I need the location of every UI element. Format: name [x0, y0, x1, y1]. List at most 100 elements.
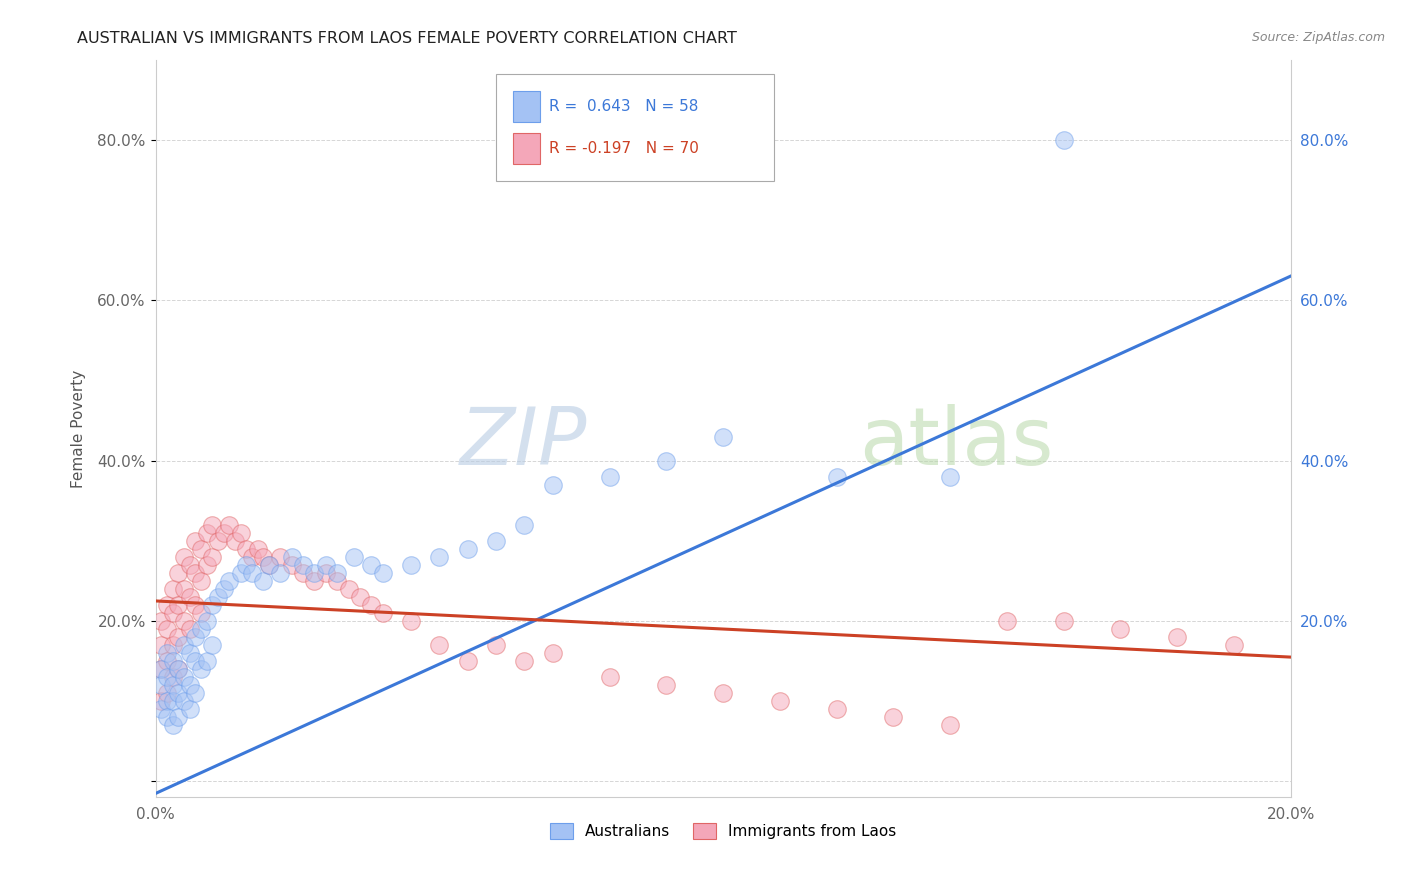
Point — [326, 566, 349, 580]
Point — [599, 670, 621, 684]
Point — [304, 566, 326, 580]
Point — [173, 549, 195, 564]
Point — [541, 477, 564, 491]
Point — [190, 606, 212, 620]
Point — [167, 662, 190, 676]
Point — [269, 549, 291, 564]
Point — [281, 558, 304, 572]
Point — [190, 574, 212, 588]
Point — [156, 686, 179, 700]
Point — [179, 678, 201, 692]
Point — [315, 558, 337, 572]
Point — [711, 686, 734, 700]
Point — [162, 670, 184, 684]
Point — [162, 606, 184, 620]
Point — [167, 710, 190, 724]
Legend: Australians, Immigrants from Laos: Australians, Immigrants from Laos — [544, 817, 903, 845]
Point — [343, 549, 366, 564]
Point — [1166, 630, 1188, 644]
Point — [156, 710, 179, 724]
Point — [218, 517, 240, 532]
Text: atlas: atlas — [859, 404, 1053, 483]
Point — [229, 525, 252, 540]
Point — [315, 566, 337, 580]
Text: R = -0.197   N = 70: R = -0.197 N = 70 — [550, 141, 699, 156]
Point — [1109, 622, 1132, 636]
Point — [882, 710, 904, 724]
Point — [156, 646, 179, 660]
Point — [599, 469, 621, 483]
Point — [292, 558, 315, 572]
Point — [190, 662, 212, 676]
Point — [184, 630, 207, 644]
Point — [240, 566, 263, 580]
Point — [218, 574, 240, 588]
Point — [190, 541, 212, 556]
Point — [229, 566, 252, 580]
Point — [173, 582, 195, 596]
Point — [371, 566, 394, 580]
Point — [195, 614, 218, 628]
Point — [179, 590, 201, 604]
Point — [162, 694, 184, 708]
Point — [150, 638, 173, 652]
Text: AUSTRALIAN VS IMMIGRANTS FROM LAOS FEMALE POVERTY CORRELATION CHART: AUSTRALIAN VS IMMIGRANTS FROM LAOS FEMAL… — [77, 31, 737, 46]
Point — [156, 694, 179, 708]
Point — [173, 638, 195, 652]
Point — [337, 582, 360, 596]
Point — [207, 533, 229, 548]
Point — [235, 558, 257, 572]
Point — [1052, 614, 1074, 628]
Point — [162, 718, 184, 732]
Point — [257, 558, 280, 572]
Point — [167, 598, 190, 612]
Point — [150, 678, 173, 692]
Point — [485, 533, 508, 548]
Point — [212, 582, 235, 596]
Point — [179, 702, 201, 716]
Point — [184, 654, 207, 668]
Point — [360, 598, 382, 612]
Point — [173, 694, 195, 708]
Point — [184, 566, 207, 580]
FancyBboxPatch shape — [496, 74, 775, 181]
Point — [190, 622, 212, 636]
Point — [427, 549, 450, 564]
Point — [201, 517, 224, 532]
Point — [167, 662, 190, 676]
Point — [156, 654, 179, 668]
Point — [655, 678, 678, 692]
Bar — [513, 91, 540, 122]
Point — [156, 670, 179, 684]
Point — [195, 654, 218, 668]
Point — [224, 533, 246, 548]
Point — [246, 541, 269, 556]
Point — [207, 590, 229, 604]
Point — [201, 598, 224, 612]
Point — [162, 638, 184, 652]
Point — [257, 558, 280, 572]
Point — [326, 574, 349, 588]
Point — [179, 646, 201, 660]
Point — [995, 614, 1018, 628]
Point — [179, 558, 201, 572]
Point — [711, 429, 734, 443]
Point — [513, 517, 536, 532]
Point — [825, 469, 848, 483]
Point — [240, 549, 263, 564]
Point — [349, 590, 371, 604]
Point — [150, 614, 173, 628]
Point — [1223, 638, 1246, 652]
Point — [457, 654, 479, 668]
Point — [167, 686, 190, 700]
Point — [212, 525, 235, 540]
Point — [184, 533, 207, 548]
Point — [179, 622, 201, 636]
Point — [304, 574, 326, 588]
Point — [184, 686, 207, 700]
Point — [281, 549, 304, 564]
Point — [769, 694, 792, 708]
Point — [167, 630, 190, 644]
Point — [360, 558, 382, 572]
Point — [184, 598, 207, 612]
